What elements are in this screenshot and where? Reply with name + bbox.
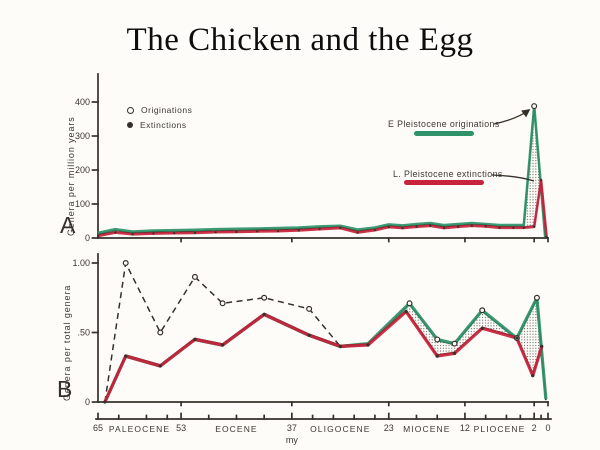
legend-originations: Originations	[127, 105, 192, 115]
svg-text:2: 2	[532, 423, 537, 433]
svg-text:PALEOCENE: PALEOCENE	[109, 424, 170, 434]
legend-extinctions-label: Extinctions	[140, 120, 187, 130]
slide-title: The Chicken and the Egg	[126, 22, 474, 58]
svg-text:37: 37	[287, 423, 297, 433]
svg-text:0: 0	[545, 423, 550, 433]
svg-text:0: 0	[85, 233, 90, 243]
svg-text:1.00: 1.00	[72, 258, 90, 268]
extinction-color-swatch	[404, 180, 484, 185]
svg-text:65: 65	[93, 423, 103, 433]
svg-text:12: 12	[460, 423, 470, 433]
open-circle-icon	[127, 106, 134, 114]
legend-extinctions: Extinctions	[127, 120, 187, 130]
svg-text:300: 300	[75, 131, 90, 141]
panel-label-a: A	[60, 212, 76, 238]
svg-text:53: 53	[176, 423, 186, 433]
origination-color-swatch	[414, 131, 474, 136]
panel-label-b: B	[57, 376, 73, 402]
legend-originations-label: Originations	[141, 105, 193, 115]
svg-text:400: 400	[75, 97, 90, 107]
svg-text:23: 23	[384, 423, 394, 433]
svg-text:EOCENE: EOCENE	[215, 424, 258, 434]
svg-text:100: 100	[75, 199, 90, 209]
annotation-e-pleistocene-originations: E Pleistocene originations	[388, 119, 500, 129]
svg-text:PLIOCENE: PLIOCENE	[474, 424, 526, 434]
svg-text:200: 200	[75, 165, 90, 175]
svg-text:.50: .50	[77, 328, 90, 338]
svg-text:MIOCENE: MIOCENE	[403, 424, 450, 434]
annotation-l-pleistocene-extinctions: L. Pleistocene extinctions	[393, 169, 503, 179]
svg-text:OLIGOCENE: OLIGOCENE	[310, 424, 370, 434]
filled-circle-icon	[127, 122, 133, 128]
svg-text:0: 0	[85, 397, 90, 407]
svg-text:my: my	[286, 435, 298, 445]
